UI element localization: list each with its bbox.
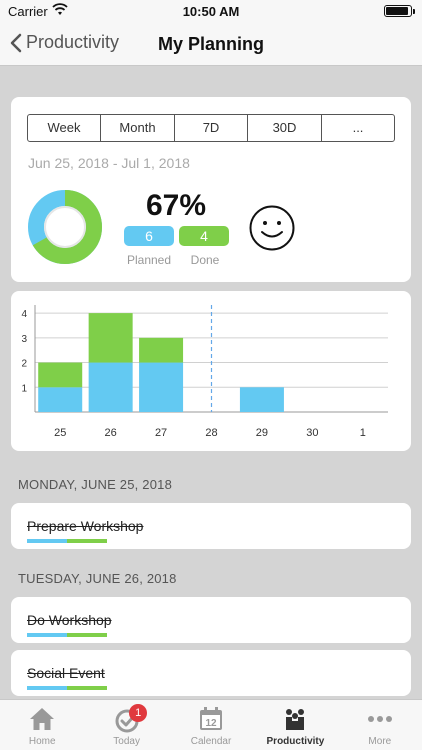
status-bar: Carrier 10:50 AM bbox=[0, 0, 422, 22]
done-bar-27 bbox=[139, 337, 184, 363]
weekly-chart-card: 1 2 3 4 25 26 27 28 29 30 1 bbox=[11, 291, 411, 451]
tab-today[interactable]: 1 Today bbox=[84, 700, 168, 750]
tab-home[interactable]: Home bbox=[0, 700, 84, 750]
tab-home-label: Home bbox=[28, 736, 56, 747]
chart-y-tick-label: 4 bbox=[21, 309, 27, 320]
planned-bar-26 bbox=[88, 362, 133, 412]
tab-productivity-label: Productivity bbox=[266, 736, 325, 747]
chart-x-tick-label: 30 bbox=[306, 427, 318, 439]
chart-x-tick-label: 28 bbox=[205, 427, 217, 439]
task-title: Prepare Workshop bbox=[27, 518, 144, 534]
calendar-icon-text: 12 bbox=[205, 718, 217, 729]
planned-bar-29 bbox=[239, 387, 284, 412]
tab-productivity[interactable]: Productivity bbox=[253, 700, 337, 750]
home-icon bbox=[30, 708, 55, 730]
task-title: Social Event bbox=[27, 665, 105, 681]
segment-30d[interactable]: 30D bbox=[248, 115, 322, 141]
section-header-monday: MONDAY, JUNE 25, 2018 bbox=[18, 477, 173, 492]
chevron-left-icon bbox=[10, 33, 22, 52]
back-button[interactable]: Productivity bbox=[10, 32, 119, 53]
segment-7d[interactable]: 7D bbox=[175, 115, 248, 141]
tab-today-label: Today bbox=[113, 736, 140, 747]
done-bar-25 bbox=[38, 362, 83, 388]
completion-donut bbox=[28, 190, 102, 264]
chart-x-tick-label: 27 bbox=[155, 427, 167, 439]
chart-x-tick-label: 26 bbox=[105, 427, 117, 439]
navigation-bar: Productivity My Planning bbox=[0, 22, 422, 66]
completion-percent: 67% bbox=[145, 189, 207, 222]
planned-bar-27 bbox=[139, 362, 184, 412]
wifi-icon bbox=[52, 3, 68, 19]
done-bar bbox=[67, 539, 107, 543]
planned-bar bbox=[27, 539, 67, 543]
done-count: 4 bbox=[179, 226, 229, 246]
chart-y-tick-label: 2 bbox=[21, 359, 27, 370]
segment-more[interactable]: ... bbox=[352, 120, 364, 135]
status-time: 10:50 AM bbox=[182, 4, 240, 19]
done-bar bbox=[67, 633, 107, 637]
chart-y-tick-label: 1 bbox=[21, 383, 27, 394]
planned-bar-25 bbox=[38, 387, 83, 412]
done-bar-26 bbox=[88, 313, 133, 363]
more-icon bbox=[367, 716, 392, 722]
smiley-face-icon bbox=[249, 205, 295, 251]
battery-icon bbox=[384, 5, 415, 17]
planning-content: Week Month 7D 30D ... Jun 25, 2018 - Jul… bbox=[0, 66, 422, 699]
planned-count: 6 bbox=[124, 226, 174, 246]
done-bar bbox=[67, 686, 107, 690]
period-segmented-control: Week Month 7D 30D ... bbox=[27, 114, 395, 142]
weekly-bar-chart: 1 2 3 4 25 26 27 28 29 30 1 bbox=[21, 305, 388, 439]
task-card[interactable]: Social Event bbox=[11, 650, 411, 696]
planned-label: Planned bbox=[126, 253, 172, 267]
productivity-icon bbox=[286, 709, 305, 730]
segment-week[interactable]: Week bbox=[28, 115, 101, 141]
done-label: Done bbox=[190, 253, 220, 267]
section-header-tuesday: TUESDAY, JUNE 26, 2018 bbox=[18, 571, 177, 586]
segment-month[interactable]: Month bbox=[101, 115, 175, 141]
tab-more[interactable]: More bbox=[338, 700, 422, 750]
calendar-icon: 12 bbox=[200, 707, 223, 730]
chart-x-tick-label: 25 bbox=[54, 427, 66, 439]
task-card[interactable]: Prepare Workshop bbox=[11, 503, 411, 549]
task-card[interactable]: Do Workshop bbox=[11, 597, 411, 643]
today-badge: 1 bbox=[129, 704, 148, 722]
planned-bar bbox=[27, 633, 67, 637]
planned-bar bbox=[27, 686, 67, 690]
chart-y-tick-label: 3 bbox=[21, 334, 27, 345]
chart-x-tick-label: 1 bbox=[360, 427, 366, 439]
chart-x-tick-label: 29 bbox=[256, 427, 268, 439]
tab-calendar[interactable]: 12 Calendar bbox=[169, 700, 253, 750]
date-range: Jun 25, 2018 - Jul 1, 2018 bbox=[28, 155, 190, 171]
summary-card: Week Month 7D 30D ... Jun 25, 2018 - Jul… bbox=[11, 97, 411, 282]
task-title: Do Workshop bbox=[27, 612, 112, 628]
carrier-label: Carrier bbox=[8, 4, 48, 19]
back-button-label: Productivity bbox=[26, 32, 120, 52]
tab-more-label: More bbox=[368, 736, 392, 747]
tab-calendar-label: Calendar bbox=[190, 736, 232, 747]
tab-bar: Home 1 Today 12 Calendar Productivity Mo… bbox=[0, 699, 422, 750]
